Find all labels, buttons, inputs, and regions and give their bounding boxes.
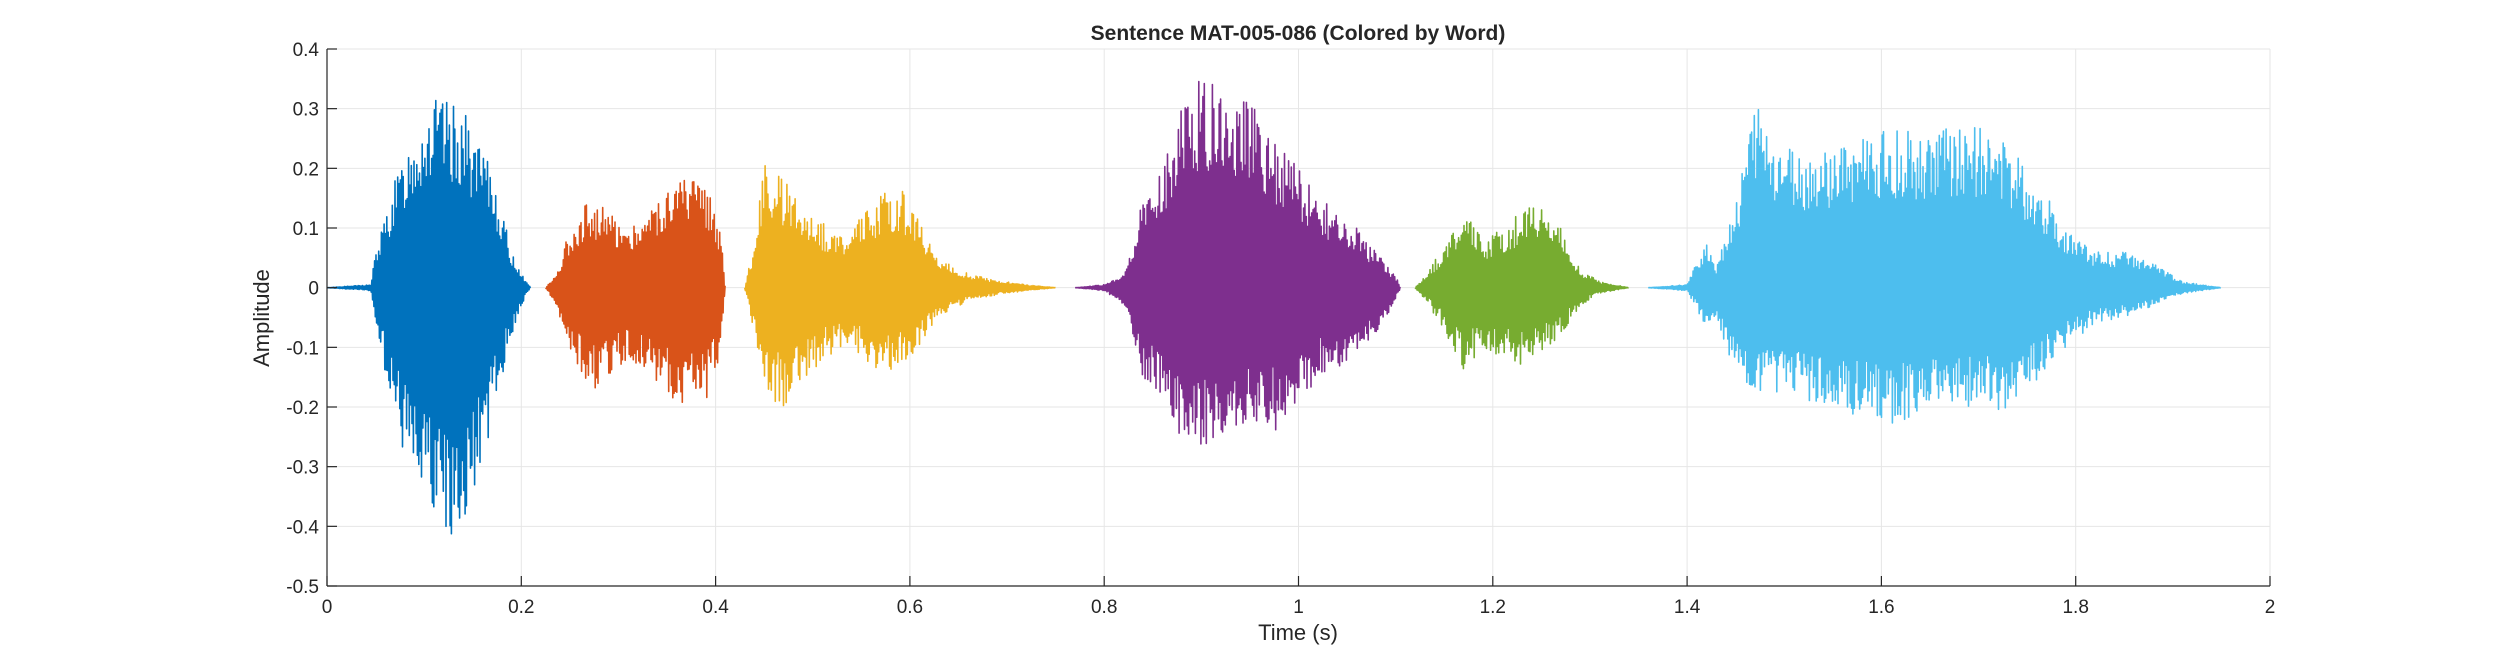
x-tick-label: 1 (1293, 597, 1304, 618)
y-axis-label: Amplitude (249, 269, 274, 367)
y-tick-label: 0 (308, 279, 319, 300)
x-tick-label: 0.2 (508, 597, 534, 618)
y-tick-label: -0.2 (286, 398, 319, 419)
x-tick-label: 0.6 (897, 597, 923, 618)
waveform-series (326, 80, 2222, 535)
y-tick-label: -0.3 (286, 458, 319, 479)
y-tick-label: 0.4 (293, 40, 320, 61)
word-waveform-3 (743, 165, 1056, 407)
y-tick-label: -0.4 (286, 517, 319, 538)
x-tick-label: 1.2 (1480, 597, 1506, 618)
y-tick-label: -0.5 (286, 577, 319, 598)
x-tick-label: 0 (322, 597, 333, 618)
y-tick-label: -0.1 (286, 338, 319, 359)
word-waveform-2 (544, 179, 726, 404)
word-waveform-5 (1414, 207, 1629, 370)
x-tick-label: 0.8 (1091, 597, 1117, 618)
x-tick-label: 1.4 (1674, 597, 1701, 618)
word-waveform-1 (326, 99, 532, 535)
x-tick-label: 0.4 (702, 597, 729, 618)
y-tick-label: 0.3 (293, 100, 319, 121)
axes (326, 48, 2271, 587)
word-waveform-4 (1074, 80, 1401, 445)
chart-title: Sentence MAT-005-086 (Colored by Word) (1091, 22, 1506, 45)
x-axis-label: Time (s) (1258, 620, 1338, 645)
y-tick-label: 0.1 (293, 219, 319, 240)
y-tick-label: 0.2 (293, 159, 319, 180)
x-tick-label: 1.8 (2062, 597, 2088, 618)
x-tick-labels: 0 0.2 0.4 0.6 0.8 1 1.2 1.4 1.6 1.8 2 (322, 597, 2276, 618)
x-tick-label: 1.6 (1868, 597, 1894, 618)
y-tick-labels: -0.5 -0.4 -0.3 -0.2 -0.1 0 0.1 0.2 0.3 0.4 (286, 40, 319, 598)
word-waveform-6 (1648, 108, 2222, 424)
x-tick-label: 2 (2265, 597, 2276, 618)
